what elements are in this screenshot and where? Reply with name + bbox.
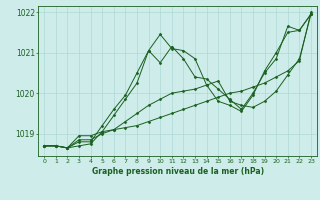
- X-axis label: Graphe pression niveau de la mer (hPa): Graphe pression niveau de la mer (hPa): [92, 167, 264, 176]
